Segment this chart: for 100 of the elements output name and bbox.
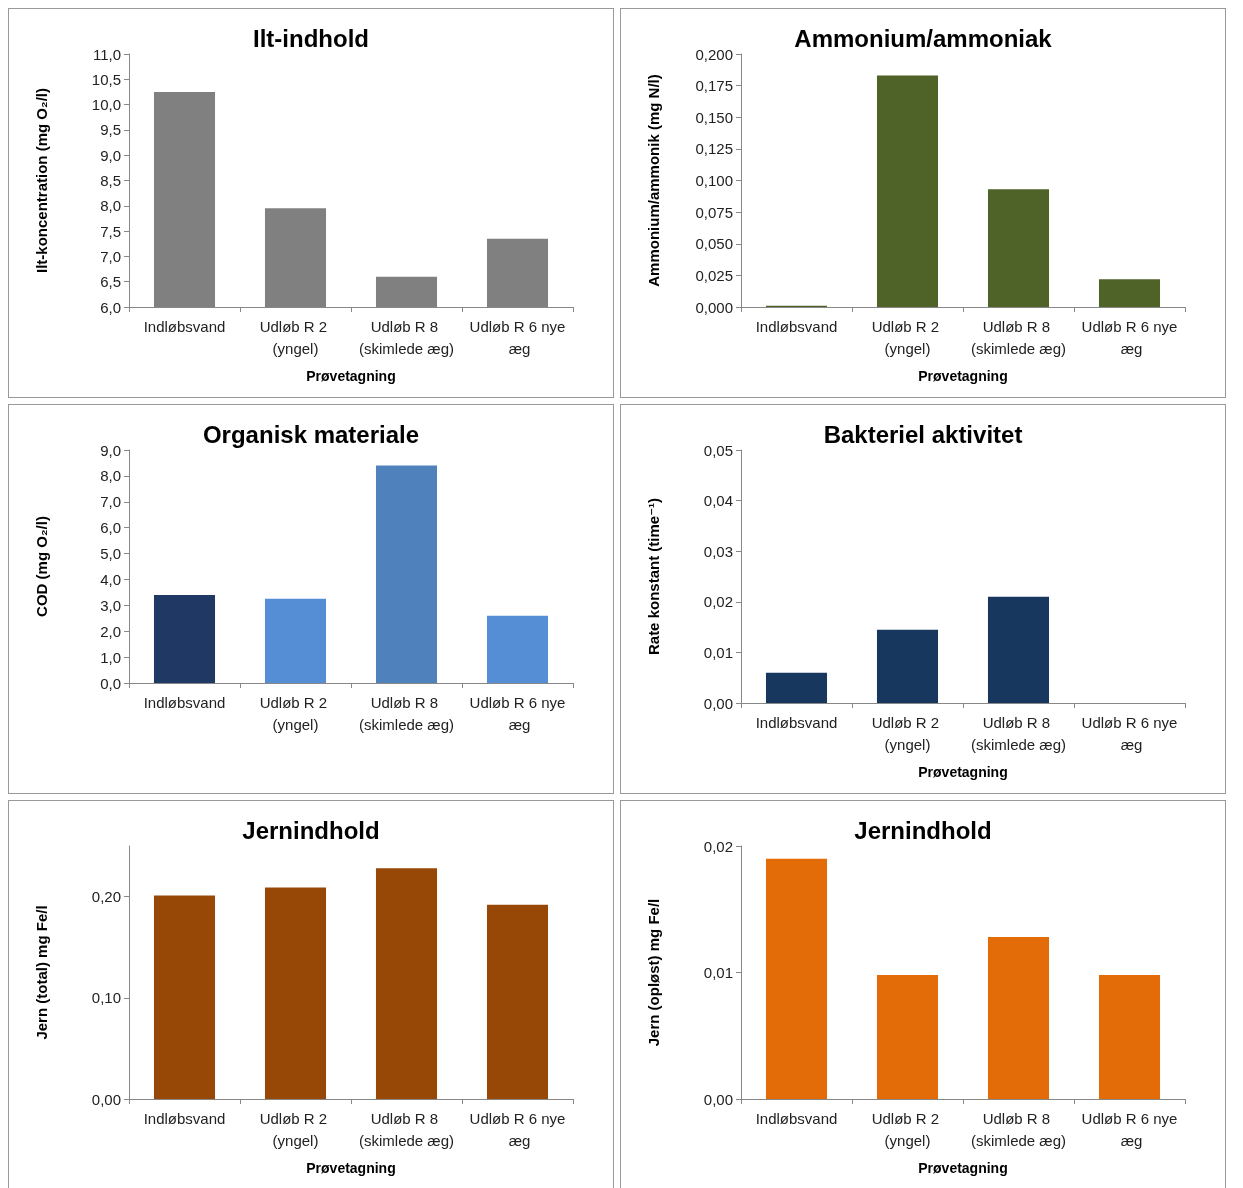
chart-title: Ammonium/ammoniak bbox=[794, 24, 1053, 52]
x-tick-label: Udløb R 6 nye æg bbox=[469, 693, 566, 733]
y-tick-label: 0,025 bbox=[695, 266, 733, 284]
x-axis-title: Prøvetagning bbox=[918, 764, 1008, 780]
bar bbox=[876, 75, 939, 307]
bar bbox=[765, 858, 828, 1099]
y-tick-label: 0,000 bbox=[695, 298, 733, 316]
x-tick-label: Indløbsvand bbox=[143, 317, 226, 335]
y-axis-title: COD (mg O₂/l) bbox=[33, 516, 50, 617]
y-tick-label: 0,0 bbox=[100, 674, 121, 692]
y-axis-title: Jern (total) mg Fe/l bbox=[33, 905, 50, 1040]
y-tick-label: 7,5 bbox=[100, 222, 121, 240]
bar bbox=[765, 672, 828, 703]
x-tick-label: Indløbsvand bbox=[755, 1109, 838, 1127]
y-tick-label: 0,00 bbox=[91, 1090, 121, 1108]
y-tick-label: 6,5 bbox=[100, 273, 121, 291]
y-tick-label: 0,10 bbox=[91, 989, 121, 1007]
x-tick-label: Udløb R 2 (yngel) bbox=[259, 1109, 332, 1149]
bar bbox=[375, 868, 438, 1099]
chart-title: Ilt-indhold bbox=[253, 24, 369, 52]
y-tick-label: 0,050 bbox=[695, 235, 733, 253]
bar bbox=[1098, 975, 1161, 1099]
bar bbox=[153, 594, 216, 683]
y-tick-label: 0,200 bbox=[695, 45, 733, 63]
bar bbox=[486, 615, 549, 683]
bar bbox=[987, 189, 1050, 307]
chart-title: Bakteriel aktivitet bbox=[823, 420, 1023, 448]
y-tick-label: 8,5 bbox=[100, 172, 121, 189]
x-axis-title: Prøvetagning bbox=[918, 1160, 1008, 1176]
y-tick-label: 3,0 bbox=[100, 596, 121, 614]
x-tick-label: Udløb R 2 (yngel) bbox=[871, 1109, 944, 1149]
y-tick-label: 5,0 bbox=[100, 545, 121, 563]
x-axis-title: Prøvetagning bbox=[918, 368, 1008, 384]
x-tick-label: Udløb R 2 (yngel) bbox=[259, 317, 332, 357]
y-tick-label: 7,0 bbox=[100, 493, 121, 511]
bar bbox=[1098, 279, 1161, 307]
y-tick-label: 0,00 bbox=[703, 694, 733, 712]
x-axis-title: Prøvetagning bbox=[306, 1160, 396, 1176]
y-tick-label: 0,00 bbox=[703, 1090, 733, 1108]
y-axis-title: Jern (opløst) mg Fe/l bbox=[645, 898, 662, 1047]
x-axis-title: Prøvetagning bbox=[306, 368, 396, 384]
x-tick-label: Indløbsvand bbox=[143, 1109, 226, 1127]
y-tick-label: 0,05 bbox=[703, 441, 733, 459]
bar bbox=[264, 598, 327, 683]
x-tick-label: Udløb R 6 nye æg bbox=[1081, 713, 1178, 753]
y-tick-label: 8,0 bbox=[100, 197, 121, 215]
y-tick-label: 6,0 bbox=[100, 519, 121, 537]
y-tick-label: 7,0 bbox=[100, 247, 121, 265]
y-tick-label: 0,075 bbox=[695, 203, 733, 221]
x-tick-label: Udløb R 2 (yngel) bbox=[259, 693, 332, 733]
bar bbox=[375, 465, 438, 683]
x-tick-label: Udløb R 8 (skimlede æg) bbox=[358, 693, 455, 733]
y-tick-label: 0,100 bbox=[695, 172, 733, 189]
y-tick-label: 9,0 bbox=[100, 146, 121, 164]
y-tick-label: 0,04 bbox=[703, 492, 733, 510]
x-tick-label: Udløb R 6 nye æg bbox=[469, 317, 566, 357]
x-tick-label: Udløb R 8 (skimlede æg) bbox=[358, 317, 455, 357]
y-tick-label: 0,01 bbox=[703, 964, 733, 981]
y-tick-label: 0,02 bbox=[703, 837, 733, 855]
bar bbox=[486, 904, 549, 1099]
chart-title: Jernindhold bbox=[242, 816, 380, 844]
x-tick-label: Indløbsvand bbox=[755, 317, 838, 335]
bar bbox=[987, 937, 1050, 1099]
y-tick-label: 6,0 bbox=[100, 298, 121, 316]
x-tick-label: Indløbsvand bbox=[143, 693, 226, 711]
x-tick-label: Udløb R 8 (skimlede æg) bbox=[970, 317, 1067, 357]
x-tick-label: Indløbsvand bbox=[755, 713, 838, 731]
x-tick-label: Udløb R 6 nye æg bbox=[469, 1109, 566, 1149]
y-tick-label: 0,125 bbox=[695, 140, 733, 158]
x-tick-label: Udløb R 6 nye æg bbox=[1081, 317, 1178, 357]
y-tick-label: 0,150 bbox=[695, 108, 733, 126]
y-tick-label: 0,175 bbox=[695, 77, 733, 95]
bar bbox=[153, 895, 216, 1099]
x-tick-label: Udløb R 2 (yngel) bbox=[871, 317, 944, 357]
x-tick-label: Udløb R 8 (skimlede æg) bbox=[358, 1109, 455, 1149]
y-tick-label: 9,5 bbox=[100, 121, 121, 139]
y-axis-title: Ammonium/ammonik (mg N/l) bbox=[645, 74, 662, 287]
y-tick-label: 0,03 bbox=[703, 542, 733, 560]
y-axis-title: Ilt-koncentration (mg O₂/l) bbox=[33, 88, 50, 273]
y-tick-label: 11,0 bbox=[92, 45, 121, 63]
y-tick-label: 0,02 bbox=[703, 593, 733, 611]
y-tick-label: 9,0 bbox=[100, 441, 121, 459]
y-tick-label: 2,0 bbox=[100, 622, 121, 640]
bar bbox=[876, 975, 939, 1099]
bar bbox=[987, 596, 1050, 703]
x-tick-label: Udløb R 8 (skimlede æg) bbox=[970, 713, 1067, 753]
x-tick-label: Udløb R 2 (yngel) bbox=[871, 713, 944, 753]
bar bbox=[876, 629, 939, 703]
y-tick-label: 1,0 bbox=[100, 648, 121, 666]
x-tick-label: Udløb R 6 nye æg bbox=[1081, 1109, 1178, 1149]
y-tick-label: 0,01 bbox=[703, 643, 733, 661]
y-tick-label: 10,5 bbox=[91, 70, 121, 88]
y-axis-title: Rate konstant (time⁻¹) bbox=[645, 497, 662, 656]
y-tick-label: 8,0 bbox=[100, 467, 121, 485]
y-tick-label: 4,0 bbox=[100, 570, 121, 588]
y-tick-label: 10,0 bbox=[91, 96, 121, 114]
x-tick-label: Udløb R 8 (skimlede æg) bbox=[970, 1109, 1067, 1149]
y-tick-label: 0,20 bbox=[91, 888, 121, 906]
chart-title: Jernindhold bbox=[854, 816, 992, 844]
bar bbox=[264, 887, 327, 1099]
